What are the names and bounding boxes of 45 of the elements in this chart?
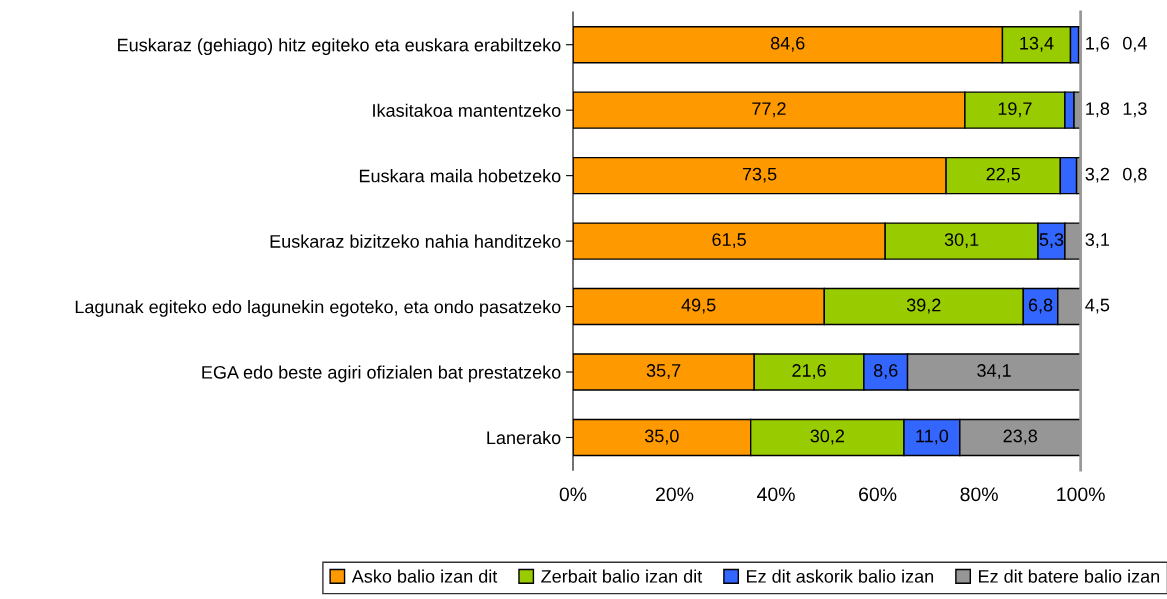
y-tick-label: Lanerako [487, 430, 561, 445]
data-label: 23,8 [1003, 429, 1038, 445]
data-label: 3,2 [1085, 167, 1109, 183]
y-tick-label: Lagunak egiteko edo lagunekin egoteko, eta ondo pasatzeko [75, 300, 561, 317]
data-label: 35,0 [644, 429, 679, 445]
data-label: 0,8 [1123, 167, 1147, 183]
y-tick-label: Ikasitakoa mantentzeko [373, 103, 561, 117]
data-label: 1,3 [1123, 102, 1147, 118]
y-tick-label: Euskaraz (gehiago) hitz egiteko eta euskara erabiltzeko [118, 38, 561, 55]
data-label: 22,5 [986, 167, 1021, 183]
x-tick-label: 0% [559, 487, 587, 502]
y-tick-label: Euskara maila hobetzeko [359, 169, 561, 183]
data-label: 35,7 [646, 364, 681, 379]
x-tick-label: 20% [656, 487, 694, 502]
x-tick-label: 60% [859, 487, 897, 502]
data-label: 19,7 [998, 102, 1032, 118]
data-label: 84,6 [770, 36, 805, 52]
data-label: 4,5 [1085, 298, 1110, 314]
data-label: 77,2 [752, 102, 786, 118]
data-label: 8,6 [873, 364, 898, 379]
data-label: 21,6 [792, 364, 826, 379]
data-label: 0,4 [1123, 36, 1147, 52]
data-label: 5,3 [1039, 233, 1064, 249]
data-label: 49,5 [681, 298, 716, 314]
data-label: 39,2 [906, 298, 941, 314]
data-label: 6,8 [1028, 298, 1053, 314]
x-tick-label: 100% [1057, 487, 1105, 502]
x-tick-label: 40% [757, 487, 795, 502]
data-label: 34,1 [977, 364, 1011, 379]
data-label: 73,5 [742, 167, 777, 183]
y-tick-label: Euskaraz bizitzeko nahia handitzeko [270, 234, 561, 248]
data-label: 13,4 [1020, 36, 1054, 52]
legend-label: Ez dit batere balio izan [979, 569, 1160, 583]
data-label: 1,8 [1086, 102, 1110, 118]
legend-label: Ez dit askorik balio izan [747, 569, 934, 583]
data-label: 1,6 [1086, 36, 1110, 52]
data-label: 30,2 [810, 429, 844, 445]
data-label: 61,5 [712, 233, 746, 249]
data-label: 11,0 [916, 429, 949, 445]
legend-label: Asko balio izan dit [351, 569, 498, 583]
legend-label: Zerbait balio izan dit [541, 569, 703, 583]
y-tick-label: EGA edo beste agiri ofizialen bat prestatzeko [202, 365, 561, 383]
data-label: 3,1 [1085, 233, 1110, 249]
data-label: 30,1 [944, 233, 979, 249]
x-tick-label: 80% [960, 487, 998, 502]
